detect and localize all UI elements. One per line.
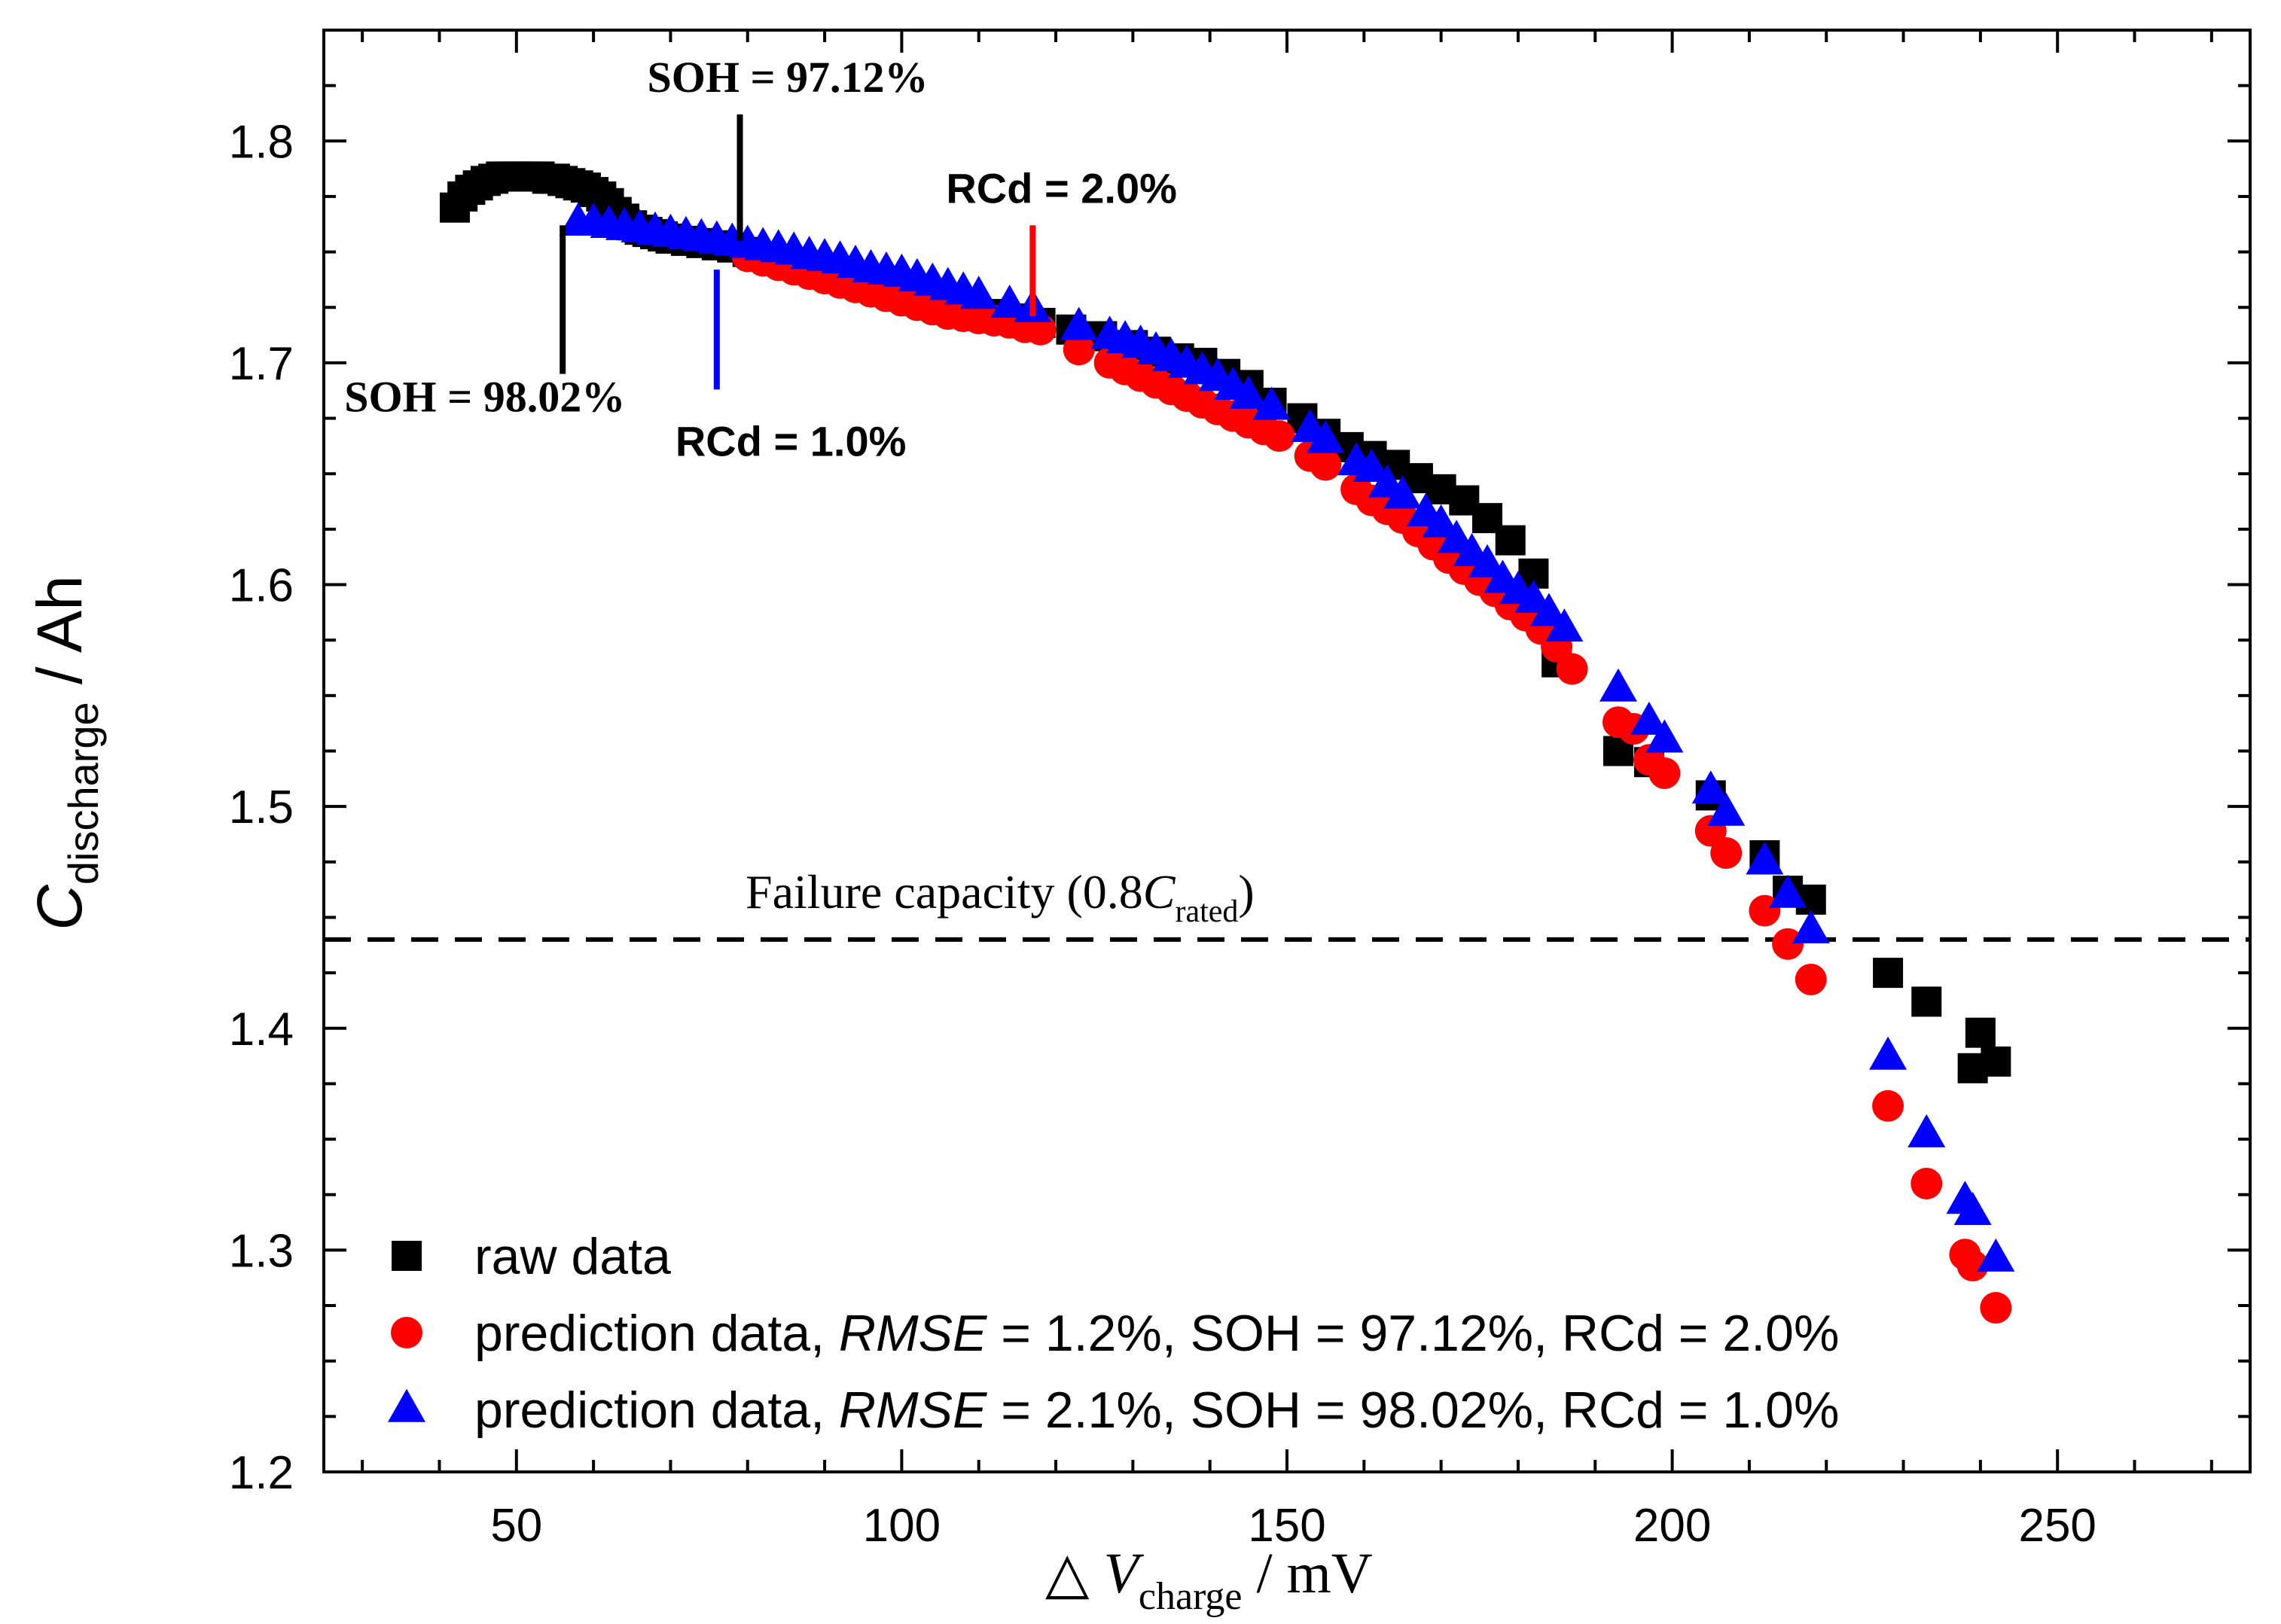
prediction-point-blue	[1953, 1192, 1992, 1226]
y-tick-label: 1.3	[229, 1225, 294, 1277]
raw-data-point	[1911, 986, 1942, 1017]
legend-marker	[392, 1241, 422, 1271]
prediction-point-blue	[1599, 668, 1637, 702]
failure-capacity-group: Failure capacity (0.8Crated)	[324, 865, 2250, 942]
annotations: SOH = 97.12% SOH = 98.02% RCd = 2.0% RCd = …	[344, 53, 1177, 465]
legend-label: prediction data, RMSE = 1.2%, SOH = 97.1…	[474, 1305, 1839, 1362]
prediction-point-red	[1956, 1250, 1989, 1282]
prediction-point-blue	[1060, 306, 1098, 340]
prediction-point-red	[1872, 1089, 1904, 1122]
prediction-point-blue	[1630, 701, 1668, 735]
prediction-point-blue	[1422, 504, 1460, 538]
prediction-point-blue	[959, 276, 998, 309]
y-tick-label: 1.8	[229, 116, 294, 168]
prediction-point-blue	[990, 285, 1029, 318]
prediction-point-red	[1710, 837, 1743, 870]
prediction-point-blue	[1792, 910, 1830, 943]
prediction-point-blue	[1977, 1238, 2015, 1272]
prediction-point-blue	[1707, 792, 1746, 826]
prediction-point-blue	[1383, 475, 1422, 509]
prediction-point-red	[1556, 653, 1588, 685]
y-tick-label: 1.2	[229, 1447, 294, 1499]
legend-marker	[388, 1388, 425, 1422]
y-tick-label: 1.6	[229, 560, 294, 612]
prediction-point-blue	[1468, 544, 1507, 577]
annotation-label: RCd = 2.0%	[946, 164, 1177, 212]
prediction-point-red	[1980, 1291, 2012, 1324]
plot-area: 50 100 150 200 250 1.2 1.3 1.4 1.5 1.6 1.7 1.8	[229, 29, 2252, 1552]
x-tick-label: 100	[863, 1500, 941, 1552]
data-marks	[439, 161, 2015, 1324]
y-axis-label: Cdischarge / Ah	[24, 575, 107, 931]
series-2	[559, 203, 2015, 1272]
prediction-point-red	[1063, 334, 1095, 366]
x-tick-label: 150	[1248, 1500, 1325, 1552]
prediction-point-blue	[1229, 375, 1267, 409]
y-tick-label: 1.4	[229, 1004, 294, 1056]
raw-data-point	[1495, 525, 1526, 556]
y-tick-label: 1.5	[229, 782, 294, 833]
legend-label: prediction data, RMSE = 2.1%, SOH = 98.0…	[474, 1382, 1839, 1439]
series-1	[731, 240, 2012, 1324]
prediction-point-blue	[1746, 841, 1784, 875]
failure-capacity-label: Failure capacity (0.8Crated)	[746, 865, 1255, 929]
annotation-label: SOH = 98.02%	[344, 373, 625, 422]
raw-data-point	[1873, 958, 1904, 989]
x-axis-label: △ Vcharge / mV	[1045, 1542, 1373, 1618]
prediction-point-blue	[1352, 449, 1391, 483]
x-tick-label: 200	[1633, 1500, 1711, 1552]
raw-data-point	[1981, 1046, 2011, 1077]
prediction-point-blue	[1252, 386, 1291, 420]
prediction-point-blue	[1545, 608, 1584, 642]
legend-marker	[391, 1317, 422, 1348]
x-tick-label: 50	[490, 1500, 542, 1552]
y-tick-label: 1.7	[229, 338, 294, 390]
prediction-point-blue	[1529, 593, 1568, 626]
legend-label: raw data	[474, 1228, 671, 1285]
prediction-point-blue	[1907, 1114, 1946, 1147]
prediction-point-blue	[1691, 770, 1730, 804]
legend: raw data prediction data, RMSE = 1.2%, SO…	[388, 1228, 1839, 1439]
prediction-point-red	[1263, 420, 1295, 452]
raw-data-point	[1965, 1017, 1996, 1048]
prediction-point-blue	[1307, 419, 1345, 453]
axis-labels: △ Vcharge / mV Cdischarge / Ah	[24, 575, 1373, 1618]
prediction-point-red	[1795, 963, 1827, 995]
annotation-label: RCd = 1.0%	[675, 417, 907, 465]
prediction-point-blue	[1769, 874, 1807, 908]
prediction-point-red	[1910, 1168, 1943, 1199]
prediction-point-red	[1648, 757, 1681, 789]
x-tick-label: 250	[2018, 1500, 2096, 1552]
prediction-point-red	[1772, 928, 1804, 960]
prediction-point-blue	[1645, 719, 1684, 753]
prediction-point-red	[1310, 449, 1342, 481]
prediction-point-blue	[1869, 1036, 1907, 1070]
annotation-label: SOH = 97.12%	[647, 53, 928, 102]
